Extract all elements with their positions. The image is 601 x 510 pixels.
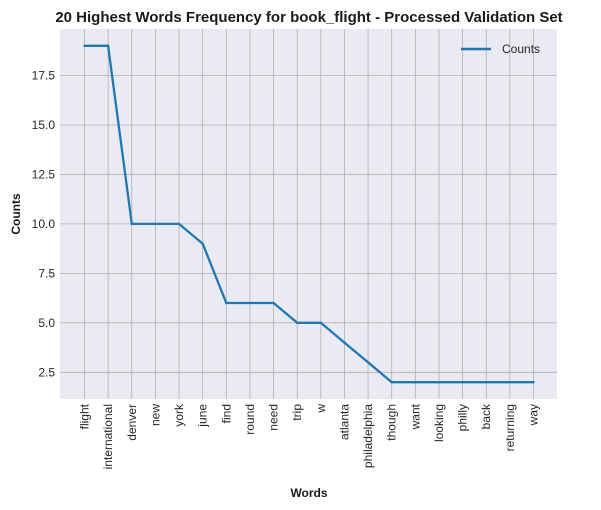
x-tick-label: round bbox=[243, 404, 257, 435]
data-point bbox=[366, 361, 370, 364]
data-point bbox=[154, 222, 157, 226]
x-tick-label: denver bbox=[125, 404, 139, 441]
x-tick-label: need bbox=[267, 404, 281, 431]
data-point bbox=[319, 321, 323, 325]
data-point bbox=[343, 341, 346, 344]
x-tick-label: returning bbox=[503, 404, 517, 451]
data-point bbox=[295, 321, 299, 325]
x-tick-label: flight bbox=[78, 403, 92, 429]
x-tick-label: york bbox=[172, 403, 186, 427]
x-tick-label: trip bbox=[290, 404, 304, 421]
y-tick-label: 12.5 bbox=[32, 167, 56, 181]
y-tick-label: 17.5 bbox=[32, 68, 56, 82]
series-line-counts bbox=[84, 44, 534, 384]
data-point bbox=[532, 380, 535, 384]
x-axis-ticks: flight international denver new york june find… bbox=[78, 403, 541, 469]
data-point bbox=[414, 380, 417, 384]
data-point bbox=[272, 301, 275, 305]
x-tick-label: atlanta bbox=[337, 404, 351, 440]
y-tick-label: 2.5 bbox=[38, 365, 55, 379]
x-tick-label: new bbox=[148, 404, 162, 426]
data-point bbox=[437, 380, 441, 384]
data-point bbox=[130, 222, 133, 226]
x-tick-label: find bbox=[219, 404, 233, 423]
y-tick-label: 15.0 bbox=[32, 118, 56, 132]
x-tick-label: philadelphia bbox=[361, 404, 375, 468]
grid-lines bbox=[60, 29, 557, 399]
y-tick-label: 7.5 bbox=[38, 266, 55, 280]
y-axis-label: Counts bbox=[9, 193, 23, 235]
data-point bbox=[225, 301, 228, 305]
data-point bbox=[201, 242, 204, 245]
x-tick-label: w bbox=[314, 404, 328, 414]
x-tick-label: looking bbox=[432, 404, 446, 442]
data-point bbox=[106, 44, 110, 48]
x-tick-label: philly bbox=[456, 404, 470, 431]
x-tick-label: june bbox=[196, 404, 210, 428]
data-point bbox=[485, 380, 488, 384]
y-axis-ticks: 2.5 5.0 7.5 10.0 12.5 15.0 17.5 bbox=[32, 68, 56, 379]
legend: Counts bbox=[461, 42, 540, 56]
x-axis-label: Words bbox=[290, 486, 327, 500]
plot-area bbox=[60, 29, 557, 399]
data-point bbox=[83, 44, 86, 48]
x-tick-label: way bbox=[527, 404, 541, 426]
y-tick-label: 10.0 bbox=[32, 217, 56, 231]
x-tick-label: want bbox=[408, 403, 422, 430]
data-point bbox=[390, 380, 393, 384]
chart-title: 20 Highest Words Frequency for book_flig… bbox=[55, 9, 562, 26]
x-tick-label: international bbox=[101, 404, 115, 469]
data-point bbox=[461, 380, 464, 384]
x-tick-label: back bbox=[479, 403, 493, 429]
series-lines bbox=[83, 44, 535, 384]
data-point bbox=[248, 301, 252, 305]
y-tick-label: 5.0 bbox=[38, 316, 55, 330]
x-tick-label: though bbox=[385, 404, 399, 441]
data-point bbox=[177, 222, 181, 226]
data-point bbox=[508, 380, 512, 384]
legend-label-counts: Counts bbox=[502, 42, 540, 56]
